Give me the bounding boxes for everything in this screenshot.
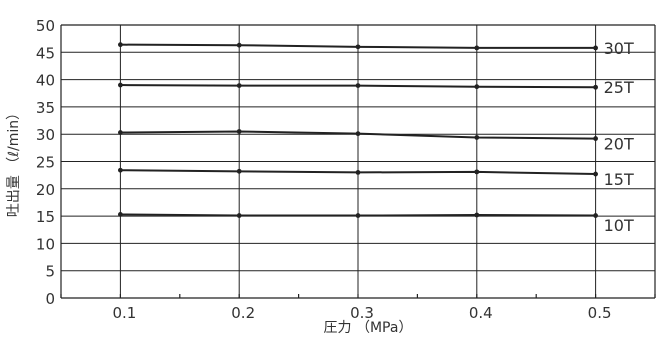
data-point bbox=[593, 136, 598, 141]
series-label: 10T bbox=[604, 216, 634, 235]
data-point bbox=[118, 42, 123, 48]
data-point bbox=[593, 171, 598, 177]
y-tick-label: 10 bbox=[36, 235, 55, 253]
x-tick-label: 0.1 bbox=[112, 304, 136, 322]
series-label: 20T bbox=[604, 134, 634, 153]
data-point bbox=[118, 212, 123, 217]
data-point bbox=[474, 169, 480, 175]
grid bbox=[61, 24, 655, 299]
data-point bbox=[355, 44, 361, 50]
data-point bbox=[236, 213, 242, 218]
y-tick-label: 25 bbox=[36, 154, 55, 172]
x-tick-label: 0.2 bbox=[231, 304, 255, 322]
y-tick-label: 40 bbox=[36, 72, 55, 90]
x-tick-label: 0.4 bbox=[469, 304, 493, 322]
y-axis-label: 吐出量 （ℓ/min） bbox=[6, 106, 22, 217]
series-30T: 30T bbox=[118, 39, 634, 58]
axes bbox=[60, 24, 656, 299]
y-tick-label: 0 bbox=[45, 290, 55, 308]
data-point bbox=[118, 130, 123, 135]
series-15T: 15T bbox=[118, 167, 634, 189]
data-point bbox=[236, 129, 242, 134]
series-label: 15T bbox=[604, 170, 634, 189]
data-point bbox=[474, 135, 480, 140]
data-point bbox=[593, 84, 598, 90]
y-tick-label: 45 bbox=[36, 44, 55, 62]
data-point bbox=[236, 168, 242, 174]
data-point bbox=[118, 82, 123, 88]
series: 30T 25T 20T 15T 10T bbox=[118, 39, 634, 235]
data-point bbox=[236, 42, 242, 48]
data-point bbox=[474, 84, 480, 90]
data-point bbox=[355, 213, 361, 218]
x-tick-label: 0.3 bbox=[350, 304, 374, 322]
series-label: 30T bbox=[604, 39, 634, 58]
x-tick-label: 0.5 bbox=[588, 304, 612, 322]
data-point bbox=[593, 45, 598, 51]
y-tick-label: 15 bbox=[36, 208, 55, 226]
y-tick-label: 5 bbox=[45, 263, 55, 281]
data-point bbox=[474, 212, 480, 218]
data-point bbox=[236, 83, 242, 89]
series-label: 25T bbox=[604, 78, 634, 97]
y-tick-label: 35 bbox=[36, 99, 55, 117]
y-tick-label: 20 bbox=[36, 181, 55, 199]
data-point bbox=[355, 83, 361, 89]
series-25T: 25T bbox=[118, 78, 634, 97]
data-point bbox=[355, 131, 361, 137]
data-point bbox=[474, 45, 480, 51]
x-axis-label: 圧力 （MPa） bbox=[324, 320, 413, 336]
series-10T: 10T bbox=[118, 212, 634, 235]
data-point bbox=[355, 170, 361, 175]
y-tick-label: 30 bbox=[36, 126, 55, 144]
data-point bbox=[118, 167, 123, 173]
series-20T: 20T bbox=[118, 129, 634, 153]
y-tick-label: 50 bbox=[36, 17, 55, 35]
data-point bbox=[593, 213, 598, 218]
tick-labels: 0 5 10 15 20 25 30 35 40 45 50 0.1 0.2 0.3 0.4 0.5 bbox=[36, 17, 612, 322]
